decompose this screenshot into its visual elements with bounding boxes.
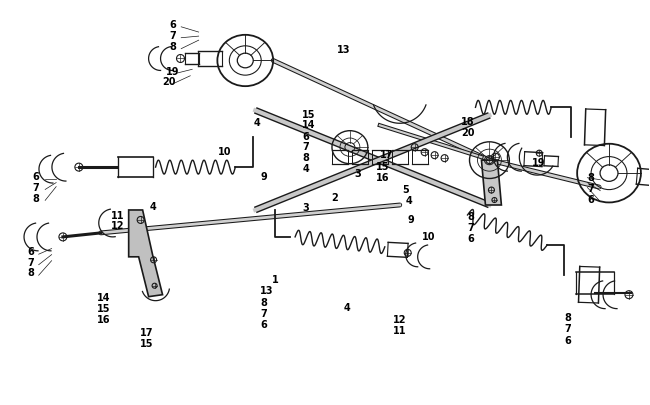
Text: 4: 4 (254, 117, 261, 128)
Text: 8: 8 (588, 173, 594, 183)
Text: 4: 4 (302, 164, 309, 174)
Text: 6: 6 (27, 247, 34, 257)
Text: 11: 11 (111, 211, 125, 220)
Text: 7: 7 (467, 222, 474, 232)
Polygon shape (482, 161, 501, 205)
Text: 12: 12 (111, 221, 125, 231)
Text: 15: 15 (97, 303, 110, 313)
Text: 9: 9 (260, 171, 267, 181)
Text: 17: 17 (140, 328, 154, 337)
Text: 10: 10 (218, 147, 231, 157)
Text: 14: 14 (97, 292, 110, 303)
Text: 4: 4 (343, 303, 350, 312)
Text: 2: 2 (332, 193, 338, 202)
Text: 15: 15 (302, 109, 316, 119)
Text: 13: 13 (337, 45, 350, 55)
Polygon shape (129, 211, 162, 297)
Text: 20: 20 (162, 77, 176, 87)
Text: 13: 13 (260, 286, 274, 296)
Text: 12: 12 (393, 315, 406, 324)
Text: 4: 4 (406, 196, 413, 205)
Text: 8: 8 (467, 212, 474, 222)
Text: 6: 6 (170, 20, 176, 30)
Text: 15: 15 (140, 338, 154, 348)
Text: 5: 5 (403, 185, 410, 194)
Text: 17: 17 (380, 150, 393, 160)
Text: 4: 4 (150, 202, 157, 211)
Text: 20: 20 (461, 127, 474, 137)
Text: 6: 6 (260, 320, 267, 329)
Text: 1: 1 (272, 274, 279, 284)
Text: 11: 11 (393, 326, 406, 335)
Text: 9: 9 (408, 215, 415, 224)
Text: 8: 8 (32, 194, 39, 203)
Text: 6: 6 (588, 194, 594, 204)
Text: 8: 8 (260, 297, 267, 307)
Text: 6: 6 (565, 335, 571, 345)
Text: 6: 6 (302, 131, 309, 141)
Text: 8: 8 (170, 42, 176, 52)
Text: 18: 18 (461, 117, 474, 127)
Text: 8: 8 (565, 313, 571, 322)
Text: 15: 15 (376, 161, 389, 171)
Text: 7: 7 (32, 182, 39, 192)
Text: 6: 6 (32, 171, 39, 181)
Text: 16: 16 (97, 315, 110, 324)
Text: 7: 7 (302, 142, 309, 152)
Text: 7: 7 (588, 183, 594, 193)
Text: 3: 3 (302, 202, 309, 212)
Text: 6: 6 (467, 234, 474, 244)
Text: 7: 7 (170, 31, 176, 41)
Text: 19: 19 (166, 66, 180, 76)
Text: 16: 16 (376, 173, 389, 183)
Text: 10: 10 (422, 232, 436, 242)
Text: 8: 8 (27, 268, 34, 278)
Text: 7: 7 (27, 257, 34, 267)
Text: 7: 7 (260, 308, 267, 318)
Text: 3: 3 (354, 168, 361, 179)
Text: 14: 14 (302, 120, 316, 130)
Text: 8: 8 (302, 153, 309, 163)
Text: 7: 7 (565, 324, 571, 333)
Text: 19: 19 (532, 157, 546, 167)
